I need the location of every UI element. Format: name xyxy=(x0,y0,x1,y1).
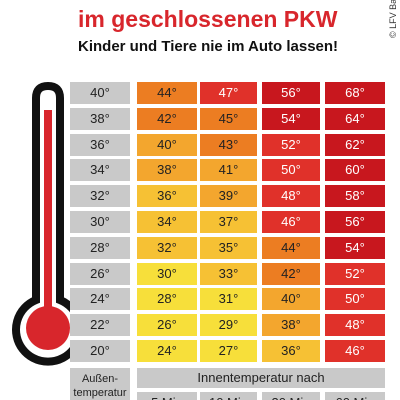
inside-temp: 42° xyxy=(137,107,197,130)
outside-temp: 28° xyxy=(70,236,130,259)
inside-temp: 48° xyxy=(325,314,385,337)
outside-temp: 22° xyxy=(70,314,130,337)
title: im geschlossenen PKW xyxy=(78,6,338,32)
inside-temp: 62° xyxy=(325,133,385,156)
inside-temp: 68° xyxy=(325,82,385,104)
inside-temp: 54° xyxy=(262,107,320,130)
inside-temp: 40° xyxy=(262,288,320,311)
inside-temp: 56° xyxy=(325,211,385,233)
inside-temp: 47° xyxy=(200,82,257,104)
inside-temp: 37° xyxy=(200,211,257,233)
outside-temp: 40° xyxy=(70,82,130,104)
subtitle: Kinder und Tiere nie im Auto lassen! xyxy=(78,38,339,55)
inside-temp: 54° xyxy=(325,236,385,259)
inside-temp: 42° xyxy=(262,262,320,285)
inside-temp: 52° xyxy=(325,262,385,285)
inside-temp: 34° xyxy=(137,211,197,233)
inside-temp: 44° xyxy=(137,82,197,104)
inside-temp: 52° xyxy=(262,133,320,156)
inside-temp: 30° xyxy=(137,262,197,285)
inside-temp: 32° xyxy=(137,236,197,259)
inside-temp: 28° xyxy=(137,288,197,311)
time-label: 30 Min xyxy=(262,392,320,400)
outside-temp: 36° xyxy=(70,133,130,156)
outside-label: Außen-temperatur xyxy=(70,368,130,400)
inside-label: Innentemperatur nach xyxy=(137,368,385,388)
inside-temp: 46° xyxy=(262,211,320,233)
inside-temp: 64° xyxy=(325,107,385,130)
outside-temp: 24° xyxy=(70,288,130,311)
inside-temp: 44° xyxy=(262,236,320,259)
inside-temp: 48° xyxy=(262,185,320,208)
time-label: 5 Min xyxy=(137,392,197,400)
inside-temp: 50° xyxy=(262,159,320,182)
inside-temp: 29° xyxy=(200,314,257,337)
inside-temp: 41° xyxy=(200,159,257,182)
outside-temp: 34° xyxy=(70,159,130,182)
inside-temp: 40° xyxy=(137,133,197,156)
inside-temp: 36° xyxy=(137,185,197,208)
inside-temp: 31° xyxy=(200,288,257,311)
inside-temp: 43° xyxy=(200,133,257,156)
inside-temp: 39° xyxy=(200,185,257,208)
inside-temp: 58° xyxy=(325,185,385,208)
time-label: 60 Min xyxy=(325,392,385,400)
inside-temp: 38° xyxy=(137,159,197,182)
outside-temp: 32° xyxy=(70,185,130,208)
inside-temp: 50° xyxy=(325,288,385,311)
inside-temp: 35° xyxy=(200,236,257,259)
inside-temp: 45° xyxy=(200,107,257,130)
thermometer xyxy=(12,81,70,366)
inside-temp: 27° xyxy=(200,340,257,362)
outside-temp: 30° xyxy=(70,211,130,233)
inside-temp: 36° xyxy=(262,340,320,362)
inside-temp: 60° xyxy=(325,159,385,182)
time-label: 10 Min xyxy=(200,392,257,400)
inside-temp: 46° xyxy=(325,340,385,362)
outside-temp: 38° xyxy=(70,107,130,130)
inside-temp: 24° xyxy=(137,340,197,362)
inside-temp: 38° xyxy=(262,314,320,337)
inside-temp: 56° xyxy=(262,82,320,104)
inside-temp: 26° xyxy=(137,314,197,337)
copyright: © LFV Ba xyxy=(388,0,398,38)
outside-temp: 26° xyxy=(70,262,130,285)
inside-temp: 33° xyxy=(200,262,257,285)
outside-temp: 20° xyxy=(70,340,130,362)
